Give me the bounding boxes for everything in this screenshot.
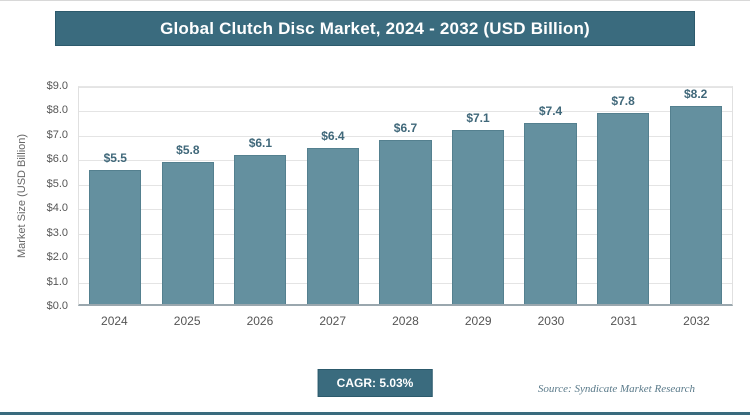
bar <box>451 130 505 304</box>
bar <box>161 162 214 304</box>
bar-value-label: $5.8 <box>176 143 200 158</box>
bar <box>89 169 142 304</box>
x-tick-label: 2025 <box>173 314 201 328</box>
x-axis-labels: 2024 2025 2026 2027 2028 2029 2030 2031 2032 <box>78 314 733 328</box>
y-tick-label: $3.0 <box>46 226 68 239</box>
bar-value-label: $7.1 <box>466 111 490 126</box>
y-tick-label: $6.0 <box>46 153 68 166</box>
x-tick-label: 2028 <box>392 314 419 328</box>
chart-title: Global Clutch Disc Market, 2024 - 2032 (… <box>160 18 590 38</box>
bar-column: $7.8 <box>587 87 660 304</box>
bar <box>524 123 577 304</box>
bar-column: $6.1 <box>224 87 297 304</box>
x-tick-label: 2032 <box>683 314 710 328</box>
bar-column: $5.5 <box>79 87 152 304</box>
bar <box>306 147 360 304</box>
gridline <box>79 135 732 137</box>
y-tick-label: $0.0 <box>46 300 68 312</box>
bar-value-label: $7.4 <box>538 104 563 119</box>
x-tick-label: 2029 <box>464 314 492 328</box>
bar-column: $6.4 <box>297 87 370 304</box>
bar-column: $5.8 <box>152 87 225 304</box>
y-tick-label: $8.0 <box>46 104 68 117</box>
gridline <box>79 87 732 88</box>
y-axis-tick-labels: $0.0 $1.0 $2.0 $3.0 $4.0 $5.0 $6.0 $7.0 $8.0 $9.0 <box>28 80 74 312</box>
bar-value-label: $8.2 <box>683 87 708 101</box>
cagr-badge: CAGR: 5.03% <box>317 369 433 397</box>
source-text: Source: Syndicate Market Research <box>537 383 695 395</box>
y-tick-label: $7.0 <box>46 128 68 141</box>
x-tick-label: 2026 <box>246 314 274 328</box>
bar-column: $7.4 <box>514 87 587 304</box>
y-tick-label: $5.0 <box>46 177 68 190</box>
bar-column: $7.1 <box>442 87 515 304</box>
bar-value-label: $5.5 <box>103 150 127 165</box>
bar-value-label: $6.1 <box>248 135 273 150</box>
x-tick-label: 2031 <box>610 314 638 328</box>
bar-value-label: $6.7 <box>393 121 418 136</box>
bar <box>596 113 650 304</box>
y-tick-label: $4.0 <box>46 202 68 215</box>
bar-series: $5.5 $5.8 $6.1 $6.4 $6.7 $7.1 $7.4 $7.8 $8.2 <box>79 87 732 304</box>
bar-value-label: $7.8 <box>611 94 635 109</box>
bottom-border <box>0 412 750 415</box>
chart-title-bar: Global Clutch Disc Market, 2024 - 2032 (… <box>55 11 695 46</box>
bar <box>379 140 432 304</box>
y-tick-label: $1.0 <box>46 275 68 288</box>
bar-column: $8.2 <box>659 87 732 304</box>
x-tick-label: 2030 <box>537 314 565 328</box>
cagr-label: CAGR: 5.03% <box>336 376 414 390</box>
gridline <box>79 111 732 113</box>
y-tick-label: $2.0 <box>46 251 68 264</box>
x-tick-label: 2027 <box>319 314 347 328</box>
bar <box>669 106 722 304</box>
bar-value-label: $6.4 <box>321 128 345 143</box>
plot-area: $5.5 $5.8 $6.1 $6.4 $6.7 $7.1 $7.4 $7.8 $8.2 <box>78 86 733 306</box>
y-tick-label: $9.0 <box>46 80 68 92</box>
bar <box>234 154 287 304</box>
bar-column: $6.7 <box>369 87 442 304</box>
x-tick-label: 2024 <box>101 314 128 328</box>
y-axis-title: Market Size (USD Billion) <box>16 133 28 259</box>
